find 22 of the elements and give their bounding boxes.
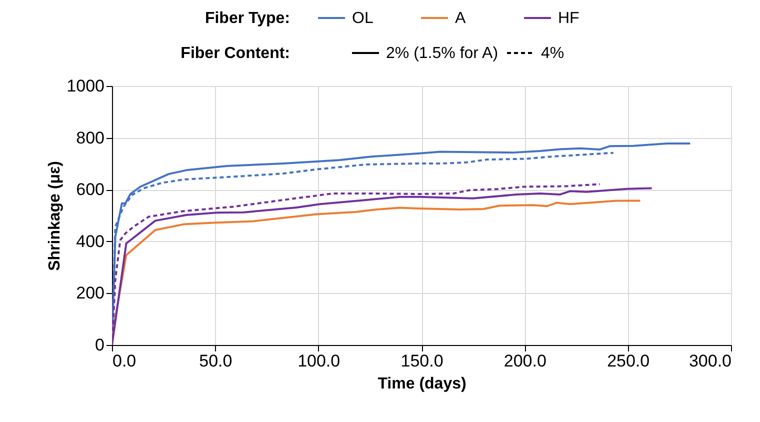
- y-tick-label: 600: [76, 180, 104, 200]
- y-tick-label: 0: [95, 336, 104, 354]
- x-tick-label: 0.0: [112, 352, 136, 370]
- y-tick-label: 1000: [66, 76, 104, 96]
- x-tick-label: 50.0: [199, 352, 232, 370]
- legend-label: A: [455, 10, 466, 27]
- legend-title: Fiber Type:: [204, 10, 290, 27]
- text: Fiber Content:: [180, 45, 290, 62]
- x-tick-label: 150.0: [400, 352, 444, 370]
- y-tick-label: 400: [76, 232, 104, 251]
- x-axis-title: Time (days): [378, 376, 466, 392]
- legend-label: OL: [352, 10, 374, 27]
- y-tick-label: 800: [76, 128, 104, 148]
- legend-label: HF: [558, 10, 580, 27]
- text: 2% (1.5% for A): [386, 45, 498, 62]
- x-tick-label: 300.0: [688, 352, 732, 370]
- x-tick-label: 250.0: [607, 352, 650, 370]
- x-tick-label: 200.0: [504, 352, 546, 370]
- text: 4%: [541, 45, 564, 62]
- y-tick-label: 200: [76, 284, 104, 303]
- y-axis-title: Shrinkage (με): [46, 161, 64, 271]
- x-tick-label: 100.0: [298, 352, 340, 370]
